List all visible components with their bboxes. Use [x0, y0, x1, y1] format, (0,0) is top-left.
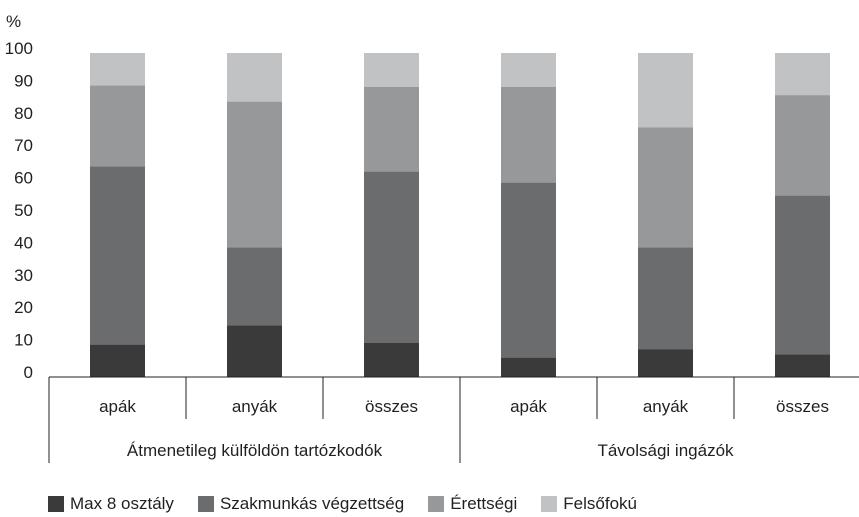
legend-item: Érettségi [428, 494, 517, 514]
bar-segment [227, 101, 282, 248]
y-tick-label: 90 [14, 71, 33, 90]
bar-segment [227, 325, 282, 377]
y-axis-ticks: 0 10 20 30 40 50 60 70 80 90 100 [5, 39, 33, 382]
legend-swatch [428, 496, 445, 512]
y-tick-label: 70 [14, 136, 33, 155]
bar-segment [90, 85, 145, 167]
stacked-bar-chart: % 0 10 20 30 40 50 60 70 80 90 100 apák anyák összes… [5, 12, 859, 463]
y-tick-label: 50 [14, 201, 33, 220]
legend-item: Max 8 osztály [48, 494, 174, 514]
bar-segment [501, 87, 556, 183]
y-tick-label: 0 [24, 363, 33, 382]
bar-segment [775, 53, 830, 96]
category-label: összes [365, 397, 418, 416]
bar-segment [638, 247, 693, 350]
bar-segment [90, 344, 145, 377]
group-label: Távolsági ingázók [597, 441, 734, 460]
category-label: anyák [232, 397, 278, 416]
y-tick-label: 40 [14, 233, 33, 252]
y-tick-label: 60 [14, 169, 33, 188]
y-tick-label: 10 [14, 331, 33, 350]
bar-segment [501, 182, 556, 358]
bar-segment [364, 53, 419, 87]
y-tick-label: 100 [5, 39, 33, 58]
bar-segment [638, 53, 693, 128]
legend-label: Szakmunkás végzettség [219, 494, 405, 513]
bar-segment [638, 349, 693, 377]
y-axis-label: % [6, 12, 21, 31]
legend-label: Érettségi [450, 494, 518, 513]
bar-segment [775, 95, 830, 196]
bar-segment [364, 171, 419, 343]
legend-label: Felsőfokú [563, 494, 637, 513]
bar-segment [364, 343, 419, 377]
bar-segment [638, 127, 693, 248]
bar-segment [501, 357, 556, 377]
y-tick-label: 20 [14, 298, 33, 317]
legend-swatch [48, 496, 64, 512]
bar-segment [775, 354, 830, 377]
legend-item: Szakmunkás végzettség [197, 494, 405, 514]
bar-segment [90, 53, 145, 86]
legend: Max 8 osztály Szakmunkás végzettség Éretts… [48, 494, 661, 514]
category-label: apák [510, 397, 547, 416]
category-label: anyák [643, 397, 689, 416]
legend-label: Max 8 osztály [70, 494, 174, 513]
x-axis-structure: apák anyák összes apák anyák összes Átmenetile… [48, 377, 829, 463]
bar-segment [501, 53, 556, 87]
bar-segment [227, 247, 282, 326]
group-label: Átmenetileg külföldön tartózkodók [127, 441, 383, 460]
bar-segment [227, 53, 282, 102]
category-label: apák [99, 397, 136, 416]
bar-segment [90, 166, 145, 345]
category-label: összes [776, 397, 829, 416]
y-tick-label: 80 [14, 104, 33, 123]
y-tick-label: 30 [14, 266, 33, 285]
legend-swatch [197, 496, 214, 512]
legend-swatch [541, 496, 558, 512]
bars [90, 53, 830, 377]
bar-segment [364, 87, 419, 172]
bar-segment [775, 195, 830, 355]
legend-item: Felsőfokú [541, 494, 637, 514]
